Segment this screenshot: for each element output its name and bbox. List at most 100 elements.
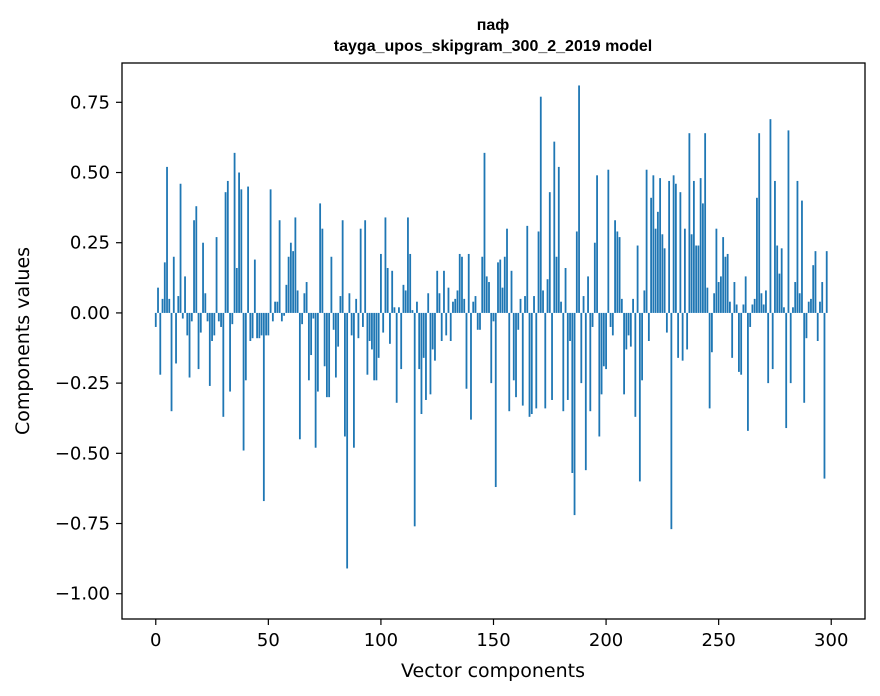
bar <box>276 301 279 313</box>
bar <box>488 282 490 313</box>
bar <box>810 298 812 313</box>
bar <box>524 296 526 313</box>
bar <box>555 256 558 313</box>
bar <box>260 312 263 336</box>
bar <box>193 220 195 313</box>
bar <box>803 312 806 403</box>
bar <box>181 312 184 319</box>
bar <box>168 298 171 313</box>
bar <box>199 312 202 333</box>
bar <box>620 298 623 313</box>
bar <box>217 312 220 322</box>
bar <box>479 312 481 330</box>
bar <box>334 312 337 378</box>
bar <box>494 312 497 488</box>
bar <box>767 312 770 384</box>
bar <box>449 312 452 341</box>
bar <box>330 256 333 313</box>
bar <box>566 312 569 400</box>
bar <box>641 312 643 381</box>
bar <box>298 312 301 440</box>
bar <box>224 192 227 313</box>
bar <box>807 301 810 313</box>
bar <box>699 178 702 313</box>
bar <box>188 312 191 378</box>
bar <box>602 312 605 367</box>
bar <box>600 312 603 395</box>
bar <box>632 298 634 313</box>
bar <box>348 293 351 313</box>
bar <box>375 312 378 381</box>
bar <box>285 284 288 313</box>
y-axis-label: Components values <box>12 247 34 435</box>
x-tick-label: 0 <box>150 630 161 651</box>
bar <box>605 312 607 370</box>
bar <box>611 312 614 336</box>
x-tick-label: 200 <box>589 630 623 651</box>
bar <box>609 312 612 327</box>
bar <box>422 312 425 358</box>
bar <box>409 253 412 313</box>
bar <box>208 312 211 386</box>
bar <box>296 290 299 313</box>
bar <box>307 312 310 381</box>
bar <box>465 312 468 389</box>
bar <box>821 282 824 313</box>
bar <box>738 312 740 372</box>
bar <box>238 172 240 313</box>
bar <box>674 183 677 313</box>
bar <box>177 296 180 313</box>
bar <box>233 152 236 313</box>
bar <box>251 312 254 339</box>
bar <box>650 197 653 313</box>
bar <box>170 312 173 412</box>
bar <box>760 293 763 313</box>
bar <box>289 242 292 313</box>
bar <box>668 180 671 313</box>
bar <box>258 312 261 339</box>
bar <box>722 237 725 313</box>
bar <box>413 312 416 527</box>
bar <box>438 293 441 313</box>
bar <box>526 225 529 313</box>
bar <box>154 312 157 327</box>
bar <box>373 312 376 381</box>
bar <box>596 175 598 313</box>
bar <box>787 130 790 313</box>
bar <box>395 312 398 403</box>
bar <box>416 301 418 313</box>
bar <box>762 304 765 313</box>
bar <box>366 312 369 375</box>
bar <box>458 253 461 313</box>
bar <box>350 312 353 336</box>
bar <box>229 312 231 392</box>
bar <box>542 290 544 313</box>
bars-group <box>154 85 828 569</box>
bar <box>161 298 164 313</box>
bar <box>305 282 308 313</box>
chart-title: паф <box>477 17 510 34</box>
bar <box>242 312 245 451</box>
y-tick-label: −0.25 <box>55 373 110 394</box>
bar <box>546 279 549 313</box>
bar <box>316 312 319 392</box>
bar <box>398 307 400 313</box>
bar <box>344 312 346 437</box>
bar <box>321 228 324 313</box>
bar <box>720 276 722 313</box>
bar <box>654 228 657 313</box>
bar <box>240 189 243 313</box>
bar <box>411 310 414 313</box>
bar <box>461 256 463 313</box>
bar <box>792 307 794 313</box>
bar <box>325 312 328 398</box>
bar <box>744 276 747 313</box>
bar <box>560 301 562 313</box>
bar <box>271 312 274 322</box>
bar <box>213 312 216 336</box>
bar <box>380 253 382 313</box>
bar <box>785 312 788 429</box>
bar <box>591 312 594 327</box>
x-tick-label: 150 <box>476 630 510 651</box>
